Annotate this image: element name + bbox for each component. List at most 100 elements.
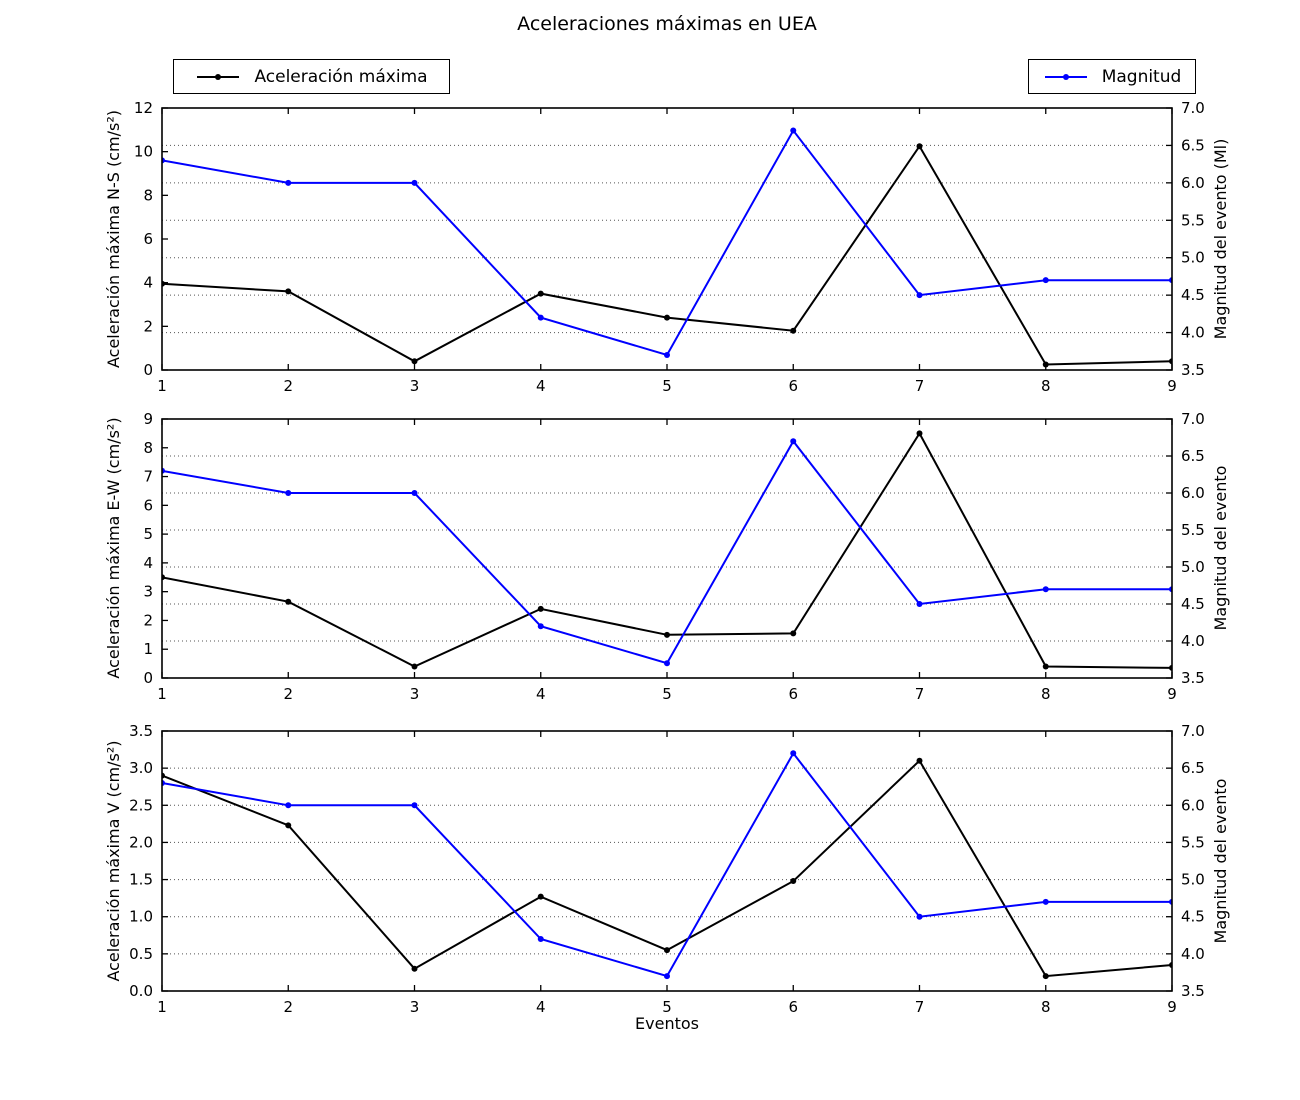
magnitud-marker [537,936,544,942]
y-tick-label-right: 4.5 [1181,286,1205,304]
aceleracion-maxima-marker [916,430,923,437]
magnitud-marker [664,660,670,667]
y-tick-label-right: 6.5 [1181,447,1205,465]
y-tick-label-left: 7 [143,468,153,486]
legend-label-aceleracion: Aceleración máxima [254,66,428,87]
y-tick-label-right: 5.0 [1181,249,1205,267]
aceleracion-maxima-marker [285,822,292,829]
aceleracion-maxima-marker [411,663,418,670]
x-tick-label: 4 [536,377,546,395]
magnitud-marker [916,601,923,607]
magnitud-marker [790,127,797,134]
y-tick-label-right: 3.5 [1181,361,1205,379]
subplot-v: 1 2 3 4 5 6 7 8 9 0.0 0.5 1.0 1.5 2.0 2.5 3.0 3.5 3.5 4.0 4… [129,722,1205,1016]
y-tick-label-left: 4 [143,274,153,292]
magnitud-marker [1042,898,1049,905]
y-tick-label-left: 3 [143,583,153,601]
magnitud-marker [664,973,670,980]
x-tick-label: 6 [788,377,798,395]
x-tick-label: 9 [1167,685,1177,703]
legend-line-sample-acceleration [197,73,240,80]
magnitud-marker [285,179,292,186]
aceleracion-maxima-marker [411,965,418,972]
y-tick-label-left: 12 [134,99,153,117]
x-tick-label: 1 [157,998,167,1016]
x-tick-label: 7 [915,685,925,703]
series-aceleracion-maxima [162,757,1172,980]
y-tick-label-right: 4.0 [1181,945,1205,963]
magnitud-marker [916,292,923,299]
magnitud-marker [537,623,544,630]
y-tick-label-left: 3.5 [129,722,153,740]
y-tick-label-left: 9 [143,410,153,428]
x-tick-label: 3 [410,377,420,395]
aceleracion-maxima-line [162,759,1172,978]
magnitud-marker [664,352,670,359]
legend-magnitud: Magnitud [1028,59,1196,94]
series-magnitud [162,438,1172,667]
ylabel-left-v: Aceleración máxima V (cm/s²) [104,740,123,982]
y-tick-label-right: 6.5 [1181,759,1205,777]
x-tick-label: 8 [1041,377,1051,395]
x-tick-label: 1 [157,685,167,703]
y-tick-label-right: 5.5 [1181,833,1205,851]
y-tick-label-left: 8 [143,186,153,204]
aceleracion-maxima-marker [664,631,670,638]
y-tick-label-left: 4 [143,554,153,572]
y-tick-label-right: 7.0 [1181,410,1205,428]
y-tick-label-left: 0.5 [129,945,153,963]
y-tick-label-right: 5.5 [1181,521,1205,539]
y-tick-label-right: 5.5 [1181,211,1205,229]
aceleracion-maxima-marker [537,605,544,612]
aceleracion-maxima-marker [664,947,670,954]
x-tick-label: 9 [1167,377,1177,395]
magnitud-marker [790,750,797,757]
x-tick-label: 8 [1041,685,1051,703]
y-tick-label-right: 7.0 [1181,99,1205,117]
aceleracion-maxima-marker [790,630,797,637]
y-tick-label-left: 8 [143,439,153,457]
magnitud-marker [411,490,418,496]
aceleracion-maxima-marker [790,878,797,885]
magnitud-marker [411,802,418,809]
x-tick-label: 2 [283,998,293,1016]
aceleracion-maxima-line [162,144,1172,366]
y-tick-label-right: 3.5 [1181,982,1205,1000]
aceleracion-maxima-marker [285,598,292,605]
aceleracion-maxima-marker [411,358,418,365]
magnitud-marker [790,438,797,445]
x-tick-label: 2 [283,377,293,395]
subplot-ew: 1 2 3 4 5 6 7 8 901234567893.54.04.55.05.56.06.5… [143,410,1204,703]
y-tick-label-right: 6.5 [1181,136,1205,154]
aceleracion-maxima-marker [285,288,292,295]
y-tick-label-left: 6 [143,230,153,248]
aceleracion-maxima-marker [537,290,544,297]
magnitud-marker [285,490,292,496]
y-tick-label-left: 0 [143,361,153,379]
x-tick-label: 4 [536,998,546,1016]
y-tick-label-left: 1.5 [129,871,153,889]
y-tick-label-right: 4.0 [1181,632,1205,650]
magnitud-marker [411,179,418,186]
legend-aceleracion-maxima: Aceleración máxima [173,59,450,94]
subplot-ns: 1 2 3 4 5 6 7 8 90246810123.54.04.55.05.56.06.57… [134,99,1205,395]
magnitud-line [162,751,1172,978]
aceleracion-maxima-marker [537,893,544,900]
axes-frame [161,418,1173,679]
legend-label-magnitud: Magnitud [1101,66,1182,87]
x-tick-label: 4 [536,685,546,703]
x-tick-label: 6 [788,685,798,703]
y-tick-label-left: 6 [143,496,153,514]
x-tick-label: 7 [915,377,925,395]
y-tick-label-left: 2.5 [129,796,153,814]
y-tick-label-right: 5.0 [1181,871,1205,889]
y-tick-label-right: 6.0 [1181,796,1205,814]
x-tick-label: 3 [410,998,420,1016]
x-tick-label: 2 [283,685,293,703]
x-tick-label: 7 [915,998,925,1016]
y-tick-label-left: 1 [143,640,153,658]
aceleracion-maxima-marker [664,314,670,321]
aceleracion-maxima-marker [916,143,923,150]
series-magnitud [162,750,1172,980]
